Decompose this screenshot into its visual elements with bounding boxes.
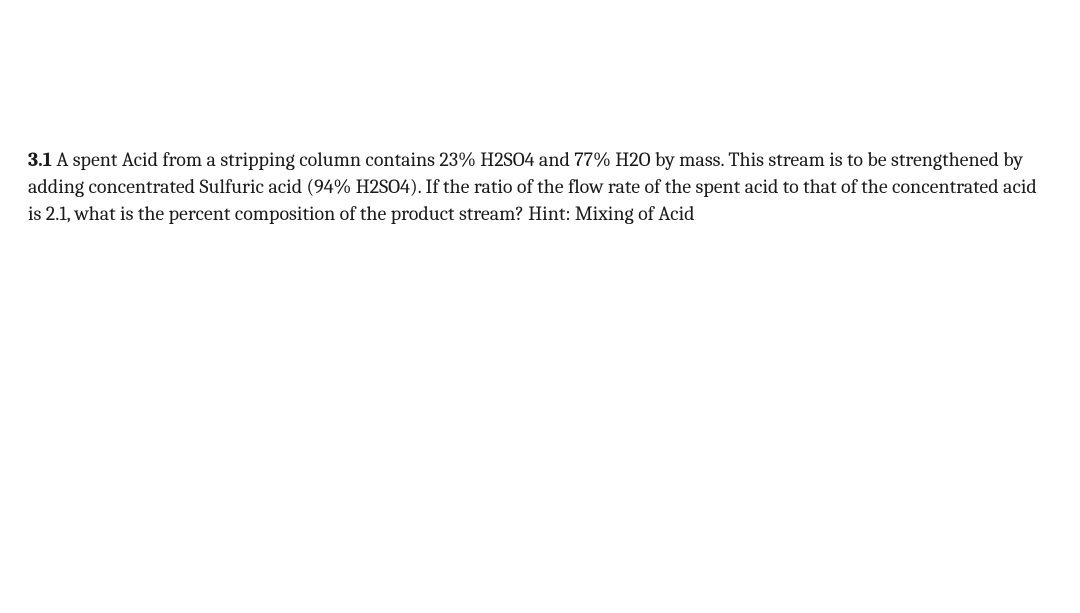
problem-number: 3.1 [28, 148, 52, 171]
problem-text: A spent Acid from a stripping column con… [28, 148, 1037, 225]
problem-container: 3.1 A spent Acid from a stripping column… [28, 146, 1052, 227]
